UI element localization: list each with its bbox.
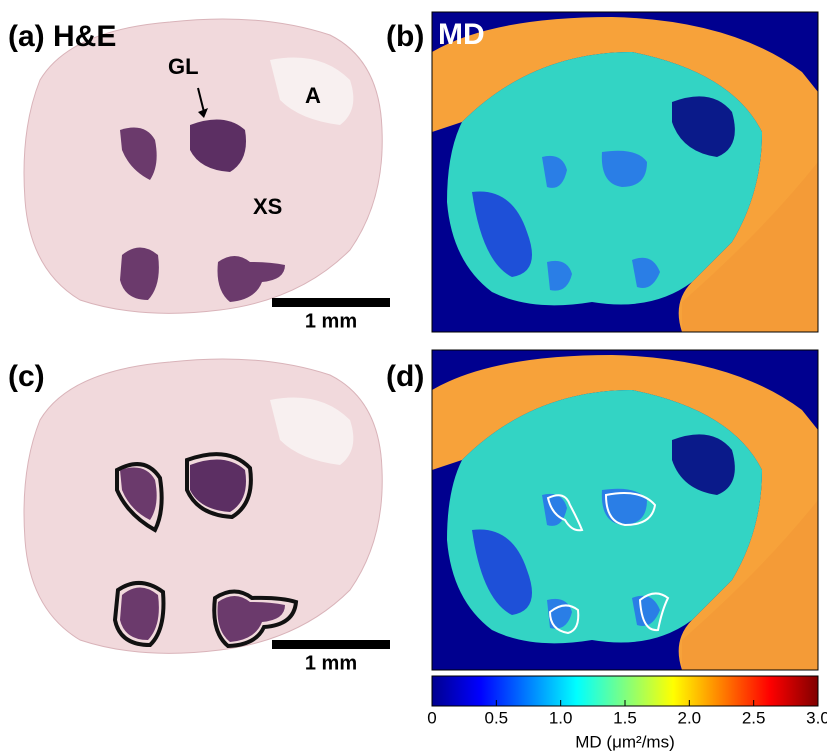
scale-bar-label: 1 mm	[305, 310, 357, 332]
tick-label: 1.5	[613, 708, 637, 727]
scale-bar	[272, 298, 390, 307]
tick-label: 0	[427, 708, 436, 727]
frame	[431, 349, 819, 671]
annotation: XS	[253, 194, 282, 219]
roi-outlines	[546, 492, 670, 635]
gland-outlines	[112, 452, 299, 649]
md-map	[432, 12, 818, 332]
he-image	[23, 18, 383, 314]
panel-label: (a) H&E	[8, 20, 116, 53]
panel-label: (c)	[8, 360, 45, 393]
md-map	[432, 350, 818, 670]
colorbar-label: MD (μm²/ms)	[575, 732, 675, 751]
annotation: GL	[168, 54, 199, 79]
arrow-head	[198, 108, 208, 118]
panel-title: MD	[438, 18, 485, 51]
he-image	[23, 358, 383, 654]
annotation: A	[305, 83, 321, 108]
tick-label: 1.0	[549, 708, 573, 727]
tick-label: 2.5	[742, 708, 766, 727]
tick-label: 3.0	[806, 708, 827, 727]
tick-label: 2.0	[678, 708, 702, 727]
panel-label: (d)	[386, 360, 424, 393]
scale-bar	[272, 640, 390, 649]
scale-bar-label: 1 mm	[305, 652, 357, 674]
panel-label: (b)	[386, 20, 424, 53]
arrow	[197, 87, 205, 113]
frame	[431, 11, 819, 333]
tick-label: 0.5	[485, 708, 509, 727]
